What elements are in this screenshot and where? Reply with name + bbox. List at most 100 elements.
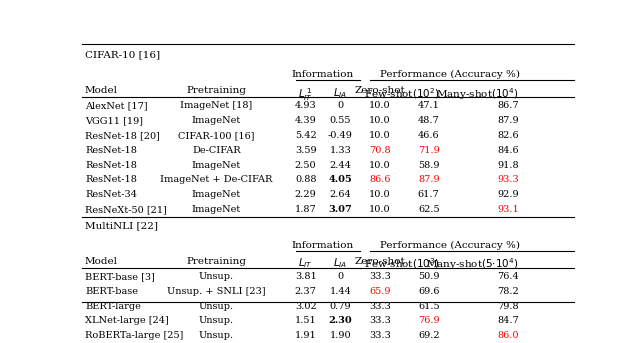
Text: 79.8: 79.8 bbox=[497, 301, 519, 310]
Text: ResNet-18: ResNet-18 bbox=[85, 175, 137, 184]
Text: Model: Model bbox=[85, 257, 118, 266]
Text: 0.55: 0.55 bbox=[330, 116, 351, 125]
Text: MultiNLI [22]: MultiNLI [22] bbox=[85, 221, 158, 230]
Text: 70.8: 70.8 bbox=[369, 146, 391, 155]
Text: Many-shot$(10^{4})$: Many-shot$(10^{4})$ bbox=[436, 86, 519, 102]
Text: 82.6: 82.6 bbox=[497, 131, 519, 140]
Text: 33.3: 33.3 bbox=[369, 331, 391, 340]
Text: 86.0: 86.0 bbox=[497, 331, 519, 340]
Text: 2.37: 2.37 bbox=[295, 287, 317, 296]
Text: 91.8: 91.8 bbox=[497, 161, 519, 169]
Text: ImageNet: ImageNet bbox=[192, 190, 241, 199]
Text: ImageNet: ImageNet bbox=[192, 161, 241, 169]
Text: 87.9: 87.9 bbox=[497, 116, 519, 125]
Text: Information: Information bbox=[292, 70, 354, 79]
Text: De-CIFAR: De-CIFAR bbox=[192, 146, 241, 155]
Text: 2.29: 2.29 bbox=[295, 190, 317, 199]
Text: 76.9: 76.9 bbox=[418, 316, 440, 326]
Text: 2.64: 2.64 bbox=[330, 190, 351, 199]
Text: 48.7: 48.7 bbox=[418, 116, 440, 125]
Text: 4.93: 4.93 bbox=[295, 102, 317, 110]
Text: ImageNet [18]: ImageNet [18] bbox=[180, 102, 253, 110]
Text: 50.9: 50.9 bbox=[418, 272, 440, 281]
Text: 61.7: 61.7 bbox=[418, 190, 440, 199]
Text: Performance (Accuracy %): Performance (Accuracy %) bbox=[380, 70, 520, 79]
Text: Many-shot$(5{\cdot}10^{4})$: Many-shot$(5{\cdot}10^{4})$ bbox=[426, 257, 519, 272]
Text: $L_{IT}$: $L_{IT}$ bbox=[298, 257, 313, 271]
Text: 93.3: 93.3 bbox=[497, 175, 519, 184]
Text: ResNet-18: ResNet-18 bbox=[85, 161, 137, 169]
Text: 33.3: 33.3 bbox=[369, 316, 391, 326]
Text: 1.44: 1.44 bbox=[330, 287, 351, 296]
Text: 71.9: 71.9 bbox=[418, 146, 440, 155]
Text: 33.3: 33.3 bbox=[369, 272, 391, 281]
Text: Zero-shot: Zero-shot bbox=[355, 86, 406, 95]
Text: 0.79: 0.79 bbox=[330, 301, 351, 310]
Text: 1.33: 1.33 bbox=[330, 146, 351, 155]
Text: Unsup. + SNLI [23]: Unsup. + SNLI [23] bbox=[167, 287, 266, 296]
Text: 3.07: 3.07 bbox=[328, 205, 352, 214]
Text: ResNeXt-50 [21]: ResNeXt-50 [21] bbox=[85, 205, 167, 214]
Text: ImageNet: ImageNet bbox=[192, 116, 241, 125]
Text: 4.05: 4.05 bbox=[328, 175, 352, 184]
Text: 1.51: 1.51 bbox=[295, 316, 317, 326]
Text: 69.2: 69.2 bbox=[418, 331, 440, 340]
Text: 10.0: 10.0 bbox=[369, 116, 391, 125]
Text: Model: Model bbox=[85, 86, 118, 95]
Text: 10.0: 10.0 bbox=[369, 102, 391, 110]
Text: BERT-base [3]: BERT-base [3] bbox=[85, 272, 155, 281]
Text: 92.9: 92.9 bbox=[497, 190, 519, 199]
Text: $L_{IA}$: $L_{IA}$ bbox=[333, 86, 348, 100]
Text: 0: 0 bbox=[337, 102, 344, 110]
Text: $L_{IA}$: $L_{IA}$ bbox=[333, 257, 348, 271]
Text: 61.5: 61.5 bbox=[418, 301, 440, 310]
Text: 84.7: 84.7 bbox=[497, 316, 519, 326]
Text: 3.81: 3.81 bbox=[295, 272, 317, 281]
Text: ImageNet: ImageNet bbox=[192, 205, 241, 214]
Text: -0.49: -0.49 bbox=[328, 131, 353, 140]
Text: VGG11 [19]: VGG11 [19] bbox=[85, 116, 143, 125]
Text: 78.2: 78.2 bbox=[497, 287, 519, 296]
Text: 10.0: 10.0 bbox=[369, 190, 391, 199]
Text: Zero-shot: Zero-shot bbox=[355, 257, 406, 266]
Text: RoBERTa-large [25]: RoBERTa-large [25] bbox=[85, 331, 183, 340]
Text: 69.6: 69.6 bbox=[418, 287, 440, 296]
Text: CIFAR-100 [16]: CIFAR-100 [16] bbox=[178, 131, 255, 140]
Text: 62.5: 62.5 bbox=[418, 205, 440, 214]
Text: 0.88: 0.88 bbox=[295, 175, 316, 184]
Text: Few-shot$(10^{2})$: Few-shot$(10^{2})$ bbox=[364, 86, 440, 101]
Text: 3.59: 3.59 bbox=[295, 146, 317, 155]
Text: 1.91: 1.91 bbox=[295, 331, 317, 340]
Text: XLNet-large [24]: XLNet-large [24] bbox=[85, 316, 169, 326]
Text: 47.1: 47.1 bbox=[418, 102, 440, 110]
Text: Unsup.: Unsup. bbox=[199, 301, 234, 310]
Text: Pretraining: Pretraining bbox=[186, 257, 246, 266]
Text: 58.9: 58.9 bbox=[418, 161, 440, 169]
Text: 4.39: 4.39 bbox=[295, 116, 317, 125]
Text: ImageNet + De-CIFAR: ImageNet + De-CIFAR bbox=[160, 175, 273, 184]
Text: 93.1: 93.1 bbox=[497, 205, 519, 214]
Text: 3.02: 3.02 bbox=[295, 301, 317, 310]
Text: 1.87: 1.87 bbox=[295, 205, 317, 214]
Text: 0: 0 bbox=[337, 272, 344, 281]
Text: 33.3: 33.3 bbox=[369, 301, 391, 310]
Text: 2.50: 2.50 bbox=[295, 161, 317, 169]
Text: Unsup.: Unsup. bbox=[199, 272, 234, 281]
Text: AlexNet [17]: AlexNet [17] bbox=[85, 102, 148, 110]
Text: CIFAR-10 [16]: CIFAR-10 [16] bbox=[85, 50, 160, 59]
Text: 84.6: 84.6 bbox=[497, 146, 519, 155]
Text: ResNet-18: ResNet-18 bbox=[85, 146, 137, 155]
Text: 65.9: 65.9 bbox=[369, 287, 391, 296]
Text: ResNet-34: ResNet-34 bbox=[85, 190, 137, 199]
Text: 5.42: 5.42 bbox=[295, 131, 317, 140]
Text: ResNet-18 [20]: ResNet-18 [20] bbox=[85, 131, 160, 140]
Text: 2.30: 2.30 bbox=[328, 316, 352, 326]
Text: Performance (Accuracy %): Performance (Accuracy %) bbox=[380, 241, 520, 250]
Text: 86.6: 86.6 bbox=[369, 175, 391, 184]
Text: 10.0: 10.0 bbox=[369, 161, 391, 169]
Text: BERT-large: BERT-large bbox=[85, 301, 141, 310]
Text: Few-shot$(10^{3})$: Few-shot$(10^{3})$ bbox=[364, 257, 440, 271]
Text: Information: Information bbox=[292, 241, 354, 250]
Text: 46.6: 46.6 bbox=[418, 131, 440, 140]
Text: 10.0: 10.0 bbox=[369, 131, 391, 140]
